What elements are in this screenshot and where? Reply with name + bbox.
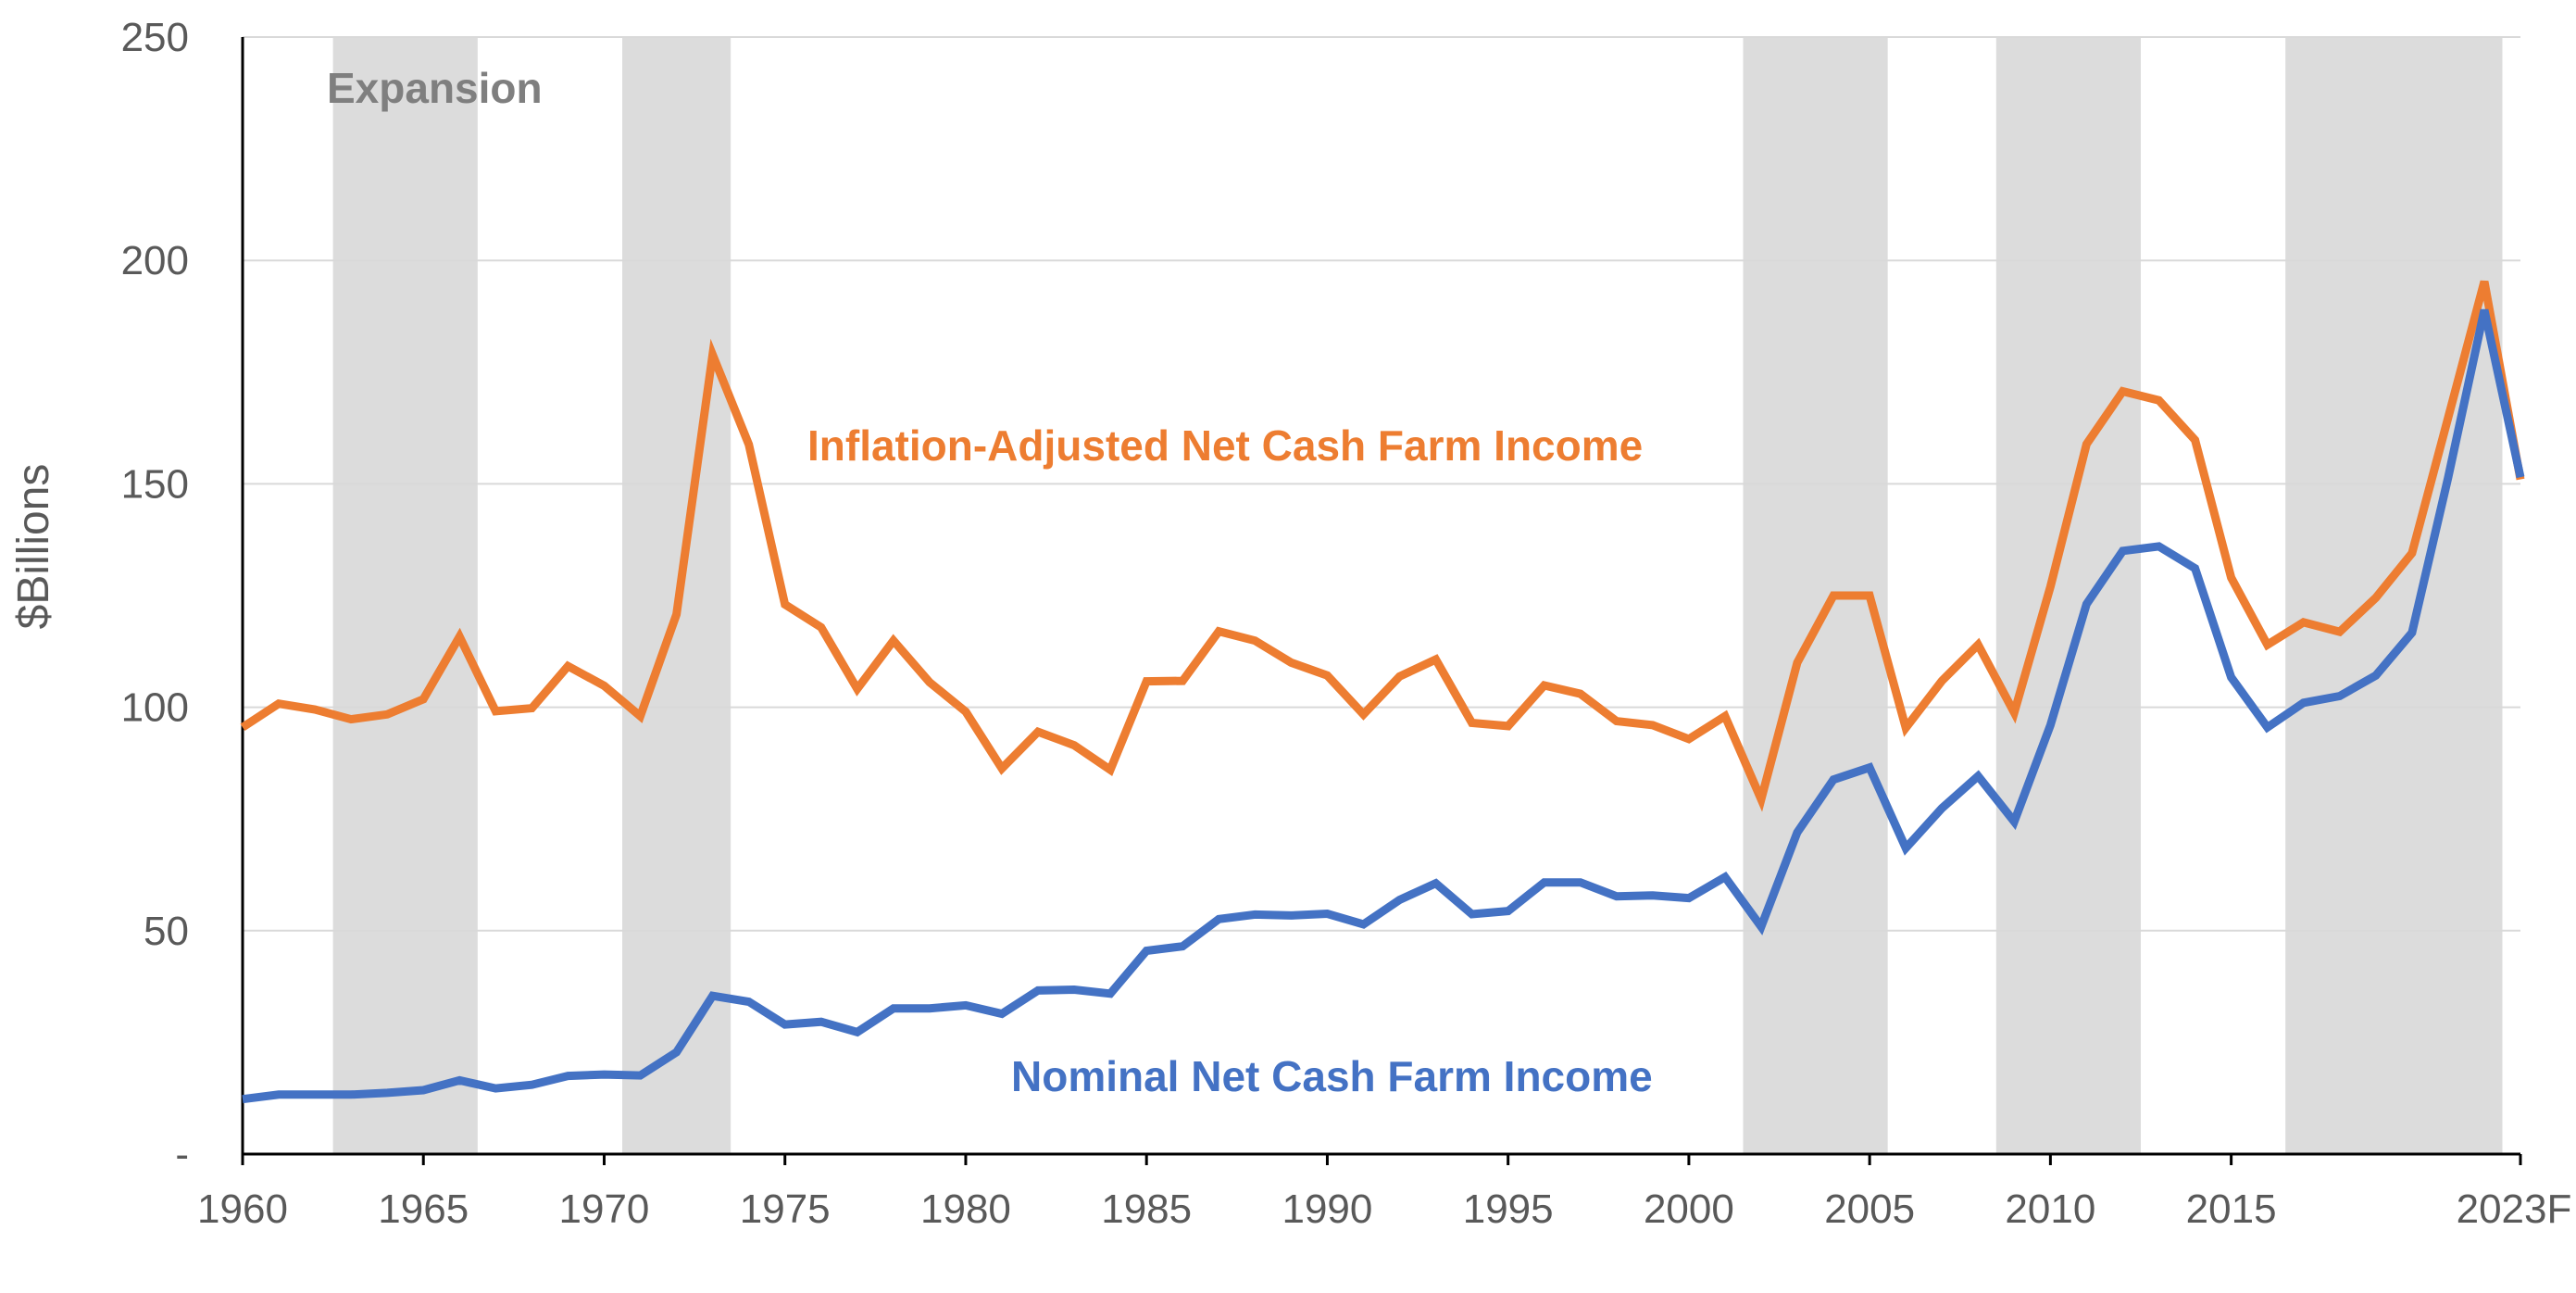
x-tick-label: 2015	[2186, 1186, 2277, 1232]
x-tick-label: 2005	[1824, 1186, 1915, 1232]
x-tick-label: 2010	[2005, 1186, 2095, 1232]
nominal-line	[242, 308, 2525, 1104]
expansion-band	[2285, 37, 2503, 1154]
y-tick-label: 100	[121, 685, 189, 731]
x-tick-label: 1985	[1101, 1186, 1192, 1232]
x-tick-label: 1970	[559, 1186, 650, 1232]
x-tick-label: 1965	[378, 1186, 469, 1232]
y-tick-label: 150	[121, 461, 189, 507]
x-tick-label: 1995	[1463, 1186, 1554, 1232]
series-lines	[240, 280, 2525, 1104]
y-tick-label: -	[175, 1132, 189, 1177]
x-tick-label: 1975	[740, 1186, 831, 1232]
y-tick-label: 200	[121, 238, 189, 283]
y-axis-label: $Billions	[9, 464, 58, 630]
expansion-annotation: Expansion	[327, 64, 543, 112]
x-tick-label: 1960	[197, 1186, 288, 1232]
inflation-adjusted-series-label: Inflation-Adjusted Net Cash Farm Income	[807, 421, 1643, 470]
inflation-adjusted-line	[240, 280, 2525, 812]
x-tick-label: 1980	[920, 1186, 1011, 1232]
y-tick-label: 50	[144, 909, 189, 954]
expansion-band	[332, 37, 478, 1154]
y-tick-label: 250	[121, 15, 189, 60]
tick-labels: - 50 100 150 200 250 1960 1965 1970 1975 1980 1985 1…	[121, 15, 2572, 1232]
expansion-shading	[332, 37, 2503, 1154]
nominal-series-label: Nominal Net Cash Farm Income	[1011, 1052, 1653, 1100]
gridlines	[243, 36, 2520, 932]
x-tick-label: 1990	[1282, 1186, 1372, 1232]
x-tick-label: 2000	[1644, 1186, 1734, 1232]
x-tick-label: 2023F	[2457, 1186, 2572, 1232]
expansion-band	[1995, 37, 2141, 1154]
axes	[241, 37, 2522, 1165]
